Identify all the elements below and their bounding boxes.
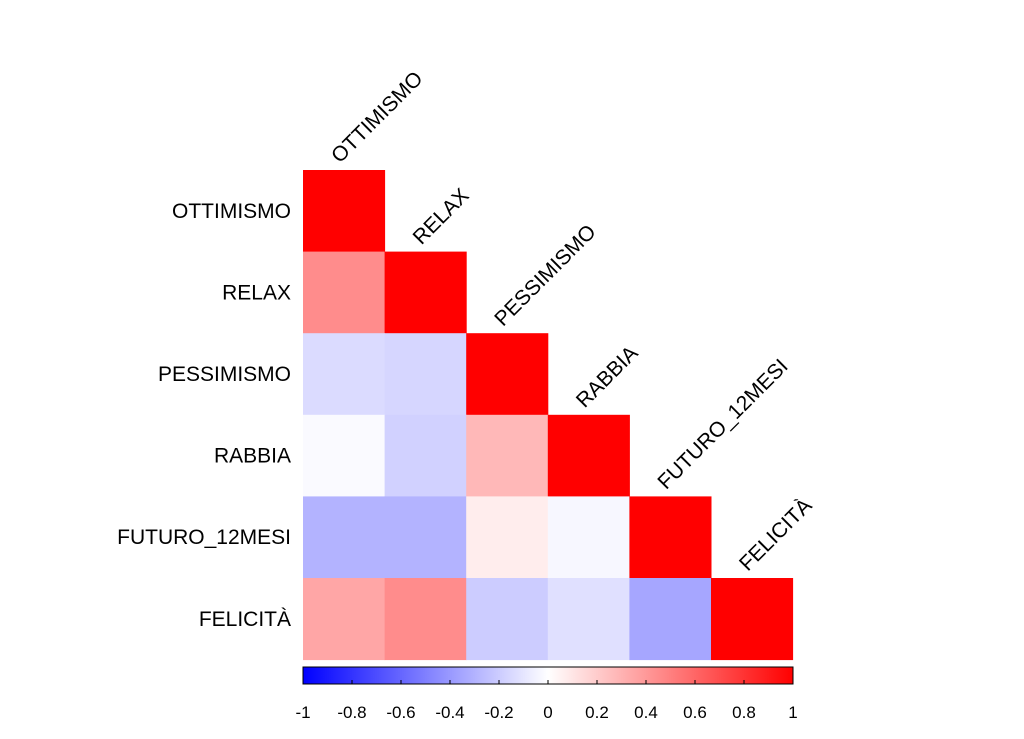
- cell-rabbia-pessimismo: [466, 414, 549, 497]
- column-label-relax: RELAX: [409, 184, 474, 249]
- row-labels: OTTIMISMO RELAX PESSIMISMO RABBIA FUTURO_12M…: [117, 200, 291, 631]
- cell-pessimismo-ottimismo: [303, 333, 386, 416]
- cell-futuro-12mesi-ottimismo: [303, 496, 386, 579]
- cell-pessimismo-relax: [384, 333, 467, 416]
- column-label-rabbia: RABBIA: [572, 342, 643, 413]
- cell-felicit--rabbia: [547, 578, 630, 661]
- colorbar-tick-label: 0.2: [585, 703, 609, 722]
- cell-felicit--pessimismo: [466, 578, 549, 661]
- colorbar-ticks: -1 -0.8 -0.6 -0.4 -0.2 0 0.2 0.4 0.6 0.8 1: [295, 680, 798, 722]
- heatmap-cells: [303, 170, 794, 661]
- colorbar-tick-label: 0.8: [732, 703, 756, 722]
- cell-rabbia-rabbia: [547, 414, 630, 497]
- cell-rabbia-relax: [384, 414, 467, 497]
- row-label-futuro-12mesi: FUTURO_12MESI: [117, 526, 291, 549]
- cell-futuro-12mesi-futuro-12mesi: [629, 496, 712, 579]
- column-label-pessimismo: PESSIMISMO: [490, 220, 600, 330]
- cell-ottimismo-ottimismo: [303, 170, 386, 253]
- colorbar-tick-label: -0.4: [435, 703, 464, 722]
- colorbar-tick-label: 1: [788, 703, 797, 722]
- colorbar: -1 -0.8 -0.6 -0.4 -0.2 0 0.2 0.4 0.6 0.8 1: [295, 666, 798, 722]
- column-label-felicit-: FELICITÀ: [735, 494, 816, 575]
- cell-relax-relax: [384, 251, 467, 334]
- colorbar-tick-label: 0.6: [683, 703, 707, 722]
- cell-felicit--futuro-12mesi: [629, 578, 712, 661]
- column-label-ottimismo: OTTIMISMO: [327, 67, 427, 167]
- colorbar-tick-label: -1: [295, 703, 310, 722]
- row-label-relax: RELAX: [222, 281, 291, 304]
- cell-felicit--felicit-: [711, 578, 794, 661]
- cell-futuro-12mesi-relax: [384, 496, 467, 579]
- row-label-ottimismo: OTTIMISMO: [172, 200, 291, 223]
- row-label-felicit-: FELICITÀ: [199, 608, 291, 631]
- colorbar-tick-label: 0: [543, 703, 552, 722]
- column-label-futuro-12mesi: FUTURO_12MESI: [653, 355, 792, 494]
- cell-futuro-12mesi-rabbia: [547, 496, 630, 579]
- cell-rabbia-ottimismo: [303, 414, 386, 497]
- colorbar-tick-label: -0.2: [484, 703, 513, 722]
- cell-relax-ottimismo: [303, 251, 386, 334]
- colorbar-tick-label: -0.8: [337, 703, 366, 722]
- cell-futuro-12mesi-pessimismo: [466, 496, 549, 579]
- colorbar-tick-label: 0.4: [634, 703, 658, 722]
- colorbar-tick-label: -0.6: [386, 703, 415, 722]
- cell-felicit--ottimismo: [303, 578, 386, 661]
- row-label-pessimismo: PESSIMISMO: [158, 363, 291, 386]
- row-label-rabbia: RABBIA: [214, 445, 291, 468]
- cell-pessimismo-pessimismo: [466, 333, 549, 416]
- cell-felicit--relax: [384, 578, 467, 661]
